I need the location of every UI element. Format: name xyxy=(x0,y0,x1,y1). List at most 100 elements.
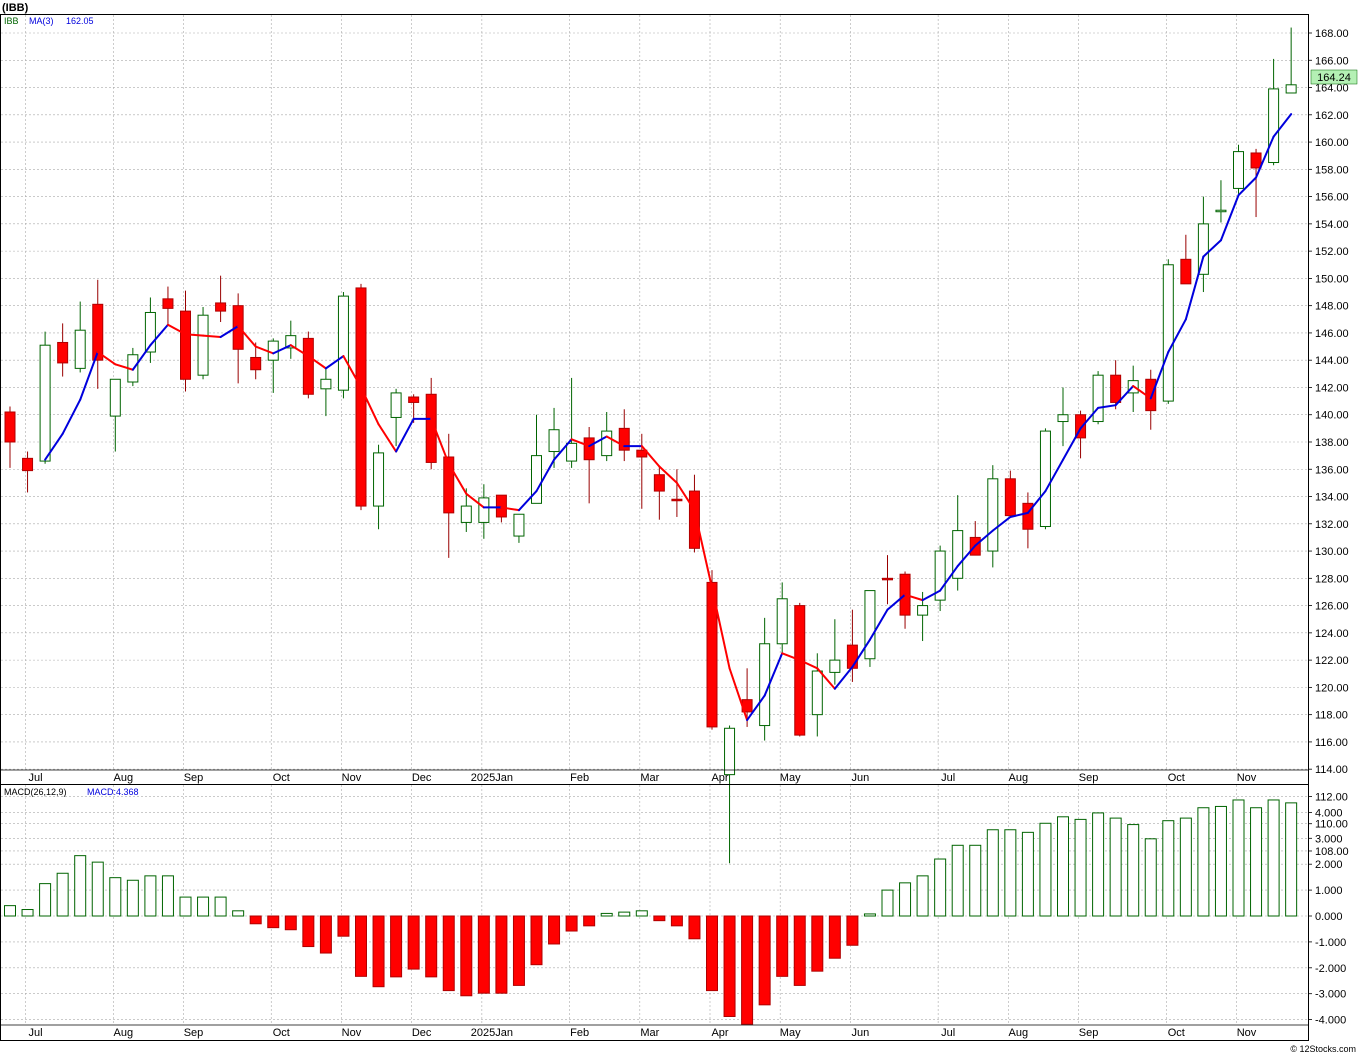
macd-x-tick-label: 2025Jan xyxy=(471,1027,513,1039)
price-y-tick-label: 160.00 xyxy=(1315,137,1349,149)
ma-segment xyxy=(675,481,696,512)
candle-body xyxy=(1233,151,1244,189)
macd-bar-positive xyxy=(1197,807,1210,917)
up-candle xyxy=(39,331,51,464)
ma-segment xyxy=(149,323,169,347)
ma-segment xyxy=(517,490,538,512)
candle-body xyxy=(1197,223,1209,275)
price-y-tick-label: 110.00 xyxy=(1315,819,1348,831)
up-candle xyxy=(1197,196,1209,293)
price-x-tick-label: Mar xyxy=(640,772,659,784)
down-candle xyxy=(882,555,893,605)
up-candle xyxy=(285,320,297,359)
ma-segment xyxy=(1149,351,1170,400)
ma-segment xyxy=(763,652,784,697)
up-candle xyxy=(460,488,472,532)
ma-segment xyxy=(237,325,257,348)
down-candle xyxy=(653,466,665,520)
macd-bar-positive xyxy=(21,909,34,917)
up-candle xyxy=(1039,428,1051,530)
down-candle xyxy=(302,331,314,399)
price-x-tick-label: Sep xyxy=(184,772,204,784)
candle-body xyxy=(987,478,999,552)
macd-bar-positive xyxy=(1057,816,1069,917)
ma-segment xyxy=(535,458,556,493)
ma-legend-label: MA(3) xyxy=(29,16,54,26)
up-candle xyxy=(144,297,156,363)
ma-segment xyxy=(833,665,854,690)
macd-bar-negative xyxy=(355,915,367,977)
up-candle xyxy=(1268,58,1280,166)
ma-segment xyxy=(131,344,152,371)
macd-y-tick-label: 4.000 xyxy=(1315,807,1343,819)
candle-body xyxy=(144,311,156,353)
price-y-tick-label: 152.00 xyxy=(1315,246,1349,258)
down-candle xyxy=(794,602,806,737)
ma-segment xyxy=(289,344,310,358)
macd-bar-positive xyxy=(951,844,964,917)
candle-body xyxy=(706,581,718,728)
macd-bar-negative xyxy=(477,915,490,994)
price-x-tick-label: Jun xyxy=(852,772,870,784)
ma-segment xyxy=(324,355,345,370)
macd-y-tick-label: 0.000 xyxy=(1315,911,1343,923)
up-candle xyxy=(1092,371,1104,425)
up-candle xyxy=(1233,144,1244,194)
candle-body xyxy=(460,505,472,523)
price-y-tick-label: 128.00 xyxy=(1315,573,1349,585)
candle-body xyxy=(57,341,69,364)
up-candle xyxy=(776,582,788,654)
price-y-tick-label: 118.00 xyxy=(1315,710,1348,722)
down-candle xyxy=(22,451,34,493)
macd-bar-negative xyxy=(407,915,420,970)
up-candle xyxy=(109,378,121,452)
down-candle xyxy=(1004,470,1016,517)
macd-y-tick-label: 2.000 xyxy=(1315,859,1343,871)
down-candle xyxy=(180,290,191,392)
candle-body xyxy=(1215,209,1227,213)
ma-segment xyxy=(1255,135,1275,179)
macd-bar-negative xyxy=(811,915,824,972)
down-candle xyxy=(443,433,455,558)
price-y-tick-label: 146.00 xyxy=(1315,328,1349,340)
macd-bar-positive xyxy=(1109,817,1122,917)
up-candle xyxy=(390,388,402,447)
candle-body xyxy=(1180,258,1192,285)
macd-x-axis: Jul Aug Sep Oct Nov Dec 2025Jan Feb Mar Apr May Jun… xyxy=(1,1024,1308,1039)
candle-body xyxy=(215,302,227,312)
ma-segment xyxy=(254,345,275,355)
macd-bar-negative xyxy=(495,915,508,994)
macd-x-tick-label: Aug xyxy=(1009,1027,1029,1039)
macd-x-tick-label: Oct xyxy=(273,1027,290,1039)
macd-bar-positive xyxy=(39,883,52,917)
candle-body xyxy=(724,727,736,776)
macd-x-tick-label: Nov xyxy=(1237,1027,1257,1039)
candle-body xyxy=(776,598,788,645)
price-x-tick-label: Aug xyxy=(1009,772,1029,784)
macd-bar-negative xyxy=(319,915,332,954)
ma-segment xyxy=(342,355,362,389)
macd-bar-positive xyxy=(881,889,894,917)
ma-segment xyxy=(1202,239,1222,258)
up-candle xyxy=(127,347,139,387)
down-candle xyxy=(1180,234,1192,285)
up-candle xyxy=(952,495,964,591)
macd-bar-positive xyxy=(56,872,69,917)
footer-credit: © 12Stocks.com xyxy=(1290,1044,1356,1054)
macd-y-tick-label: 3.000 xyxy=(1315,833,1343,845)
candle-body xyxy=(408,396,420,403)
down-candle xyxy=(4,406,16,468)
candle-body xyxy=(548,429,560,453)
price-y-tick-label: 120.00 xyxy=(1315,682,1349,694)
down-candle xyxy=(495,494,507,523)
macd-x-tick-label: Jun xyxy=(852,1027,870,1039)
macd-bar-negative xyxy=(512,915,525,986)
price-y-tick-label: 134.00 xyxy=(1315,492,1349,504)
ma-segment xyxy=(693,509,713,589)
macd-bar-negative xyxy=(723,915,736,1017)
candle-body xyxy=(425,393,437,463)
macd-x-tick-label: Sep xyxy=(1079,1027,1099,1039)
chart-title: (IBB) xyxy=(2,2,29,14)
price-y-tick-label: 108.00 xyxy=(1315,846,1349,858)
ma-segment xyxy=(1097,404,1117,409)
